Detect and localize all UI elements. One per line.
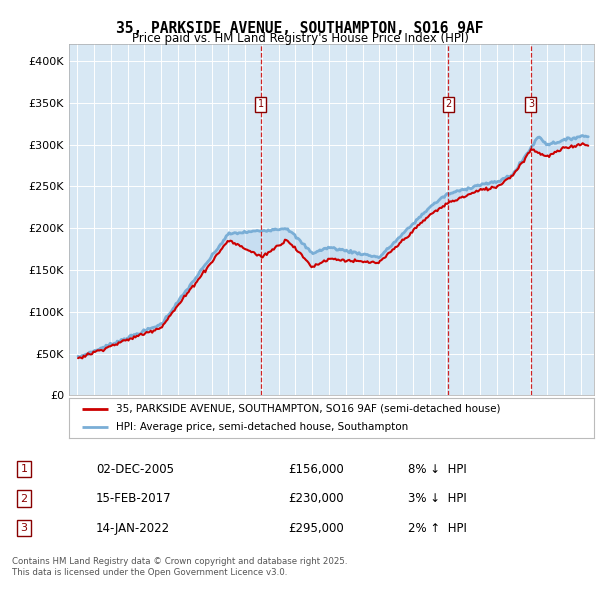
Text: 1: 1 bbox=[20, 464, 28, 474]
Text: 1: 1 bbox=[257, 100, 263, 109]
Text: 35, PARKSIDE AVENUE, SOUTHAMPTON, SO16 9AF (semi-detached house): 35, PARKSIDE AVENUE, SOUTHAMPTON, SO16 9… bbox=[116, 404, 501, 414]
Text: 3: 3 bbox=[20, 523, 28, 533]
Text: 02-DEC-2005: 02-DEC-2005 bbox=[96, 463, 174, 476]
Text: Contains HM Land Registry data © Crown copyright and database right 2025.: Contains HM Land Registry data © Crown c… bbox=[12, 557, 347, 566]
Text: 35, PARKSIDE AVENUE, SOUTHAMPTON, SO16 9AF: 35, PARKSIDE AVENUE, SOUTHAMPTON, SO16 9… bbox=[116, 21, 484, 35]
Text: 8% ↓  HPI: 8% ↓ HPI bbox=[408, 463, 467, 476]
Text: HPI: Average price, semi-detached house, Southampton: HPI: Average price, semi-detached house,… bbox=[116, 422, 409, 432]
Text: This data is licensed under the Open Government Licence v3.0.: This data is licensed under the Open Gov… bbox=[12, 568, 287, 577]
Text: £156,000: £156,000 bbox=[288, 463, 344, 476]
Text: 2% ↑  HPI: 2% ↑ HPI bbox=[408, 522, 467, 535]
Text: 2: 2 bbox=[20, 494, 28, 503]
Text: 14-JAN-2022: 14-JAN-2022 bbox=[96, 522, 170, 535]
Text: Price paid vs. HM Land Registry's House Price Index (HPI): Price paid vs. HM Land Registry's House … bbox=[131, 32, 469, 45]
Text: 2: 2 bbox=[445, 100, 452, 109]
Text: 3% ↓  HPI: 3% ↓ HPI bbox=[408, 492, 467, 505]
Text: £295,000: £295,000 bbox=[288, 522, 344, 535]
Text: £230,000: £230,000 bbox=[288, 492, 344, 505]
Text: 15-FEB-2017: 15-FEB-2017 bbox=[96, 492, 172, 505]
Text: 3: 3 bbox=[528, 100, 534, 109]
